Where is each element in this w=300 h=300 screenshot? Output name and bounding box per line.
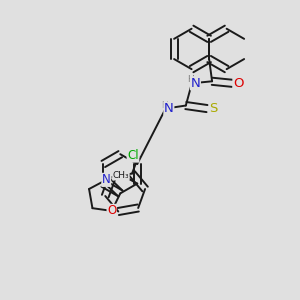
Text: H: H [161, 100, 168, 109]
Text: CH₃: CH₃ [112, 171, 129, 180]
Text: N: N [190, 77, 200, 90]
Text: H: H [188, 75, 194, 84]
Text: Cl: Cl [127, 149, 139, 162]
Text: N: N [102, 173, 111, 186]
Text: O: O [233, 77, 244, 90]
Text: S: S [209, 102, 218, 115]
Text: N: N [164, 102, 174, 115]
Text: O: O [107, 204, 116, 218]
